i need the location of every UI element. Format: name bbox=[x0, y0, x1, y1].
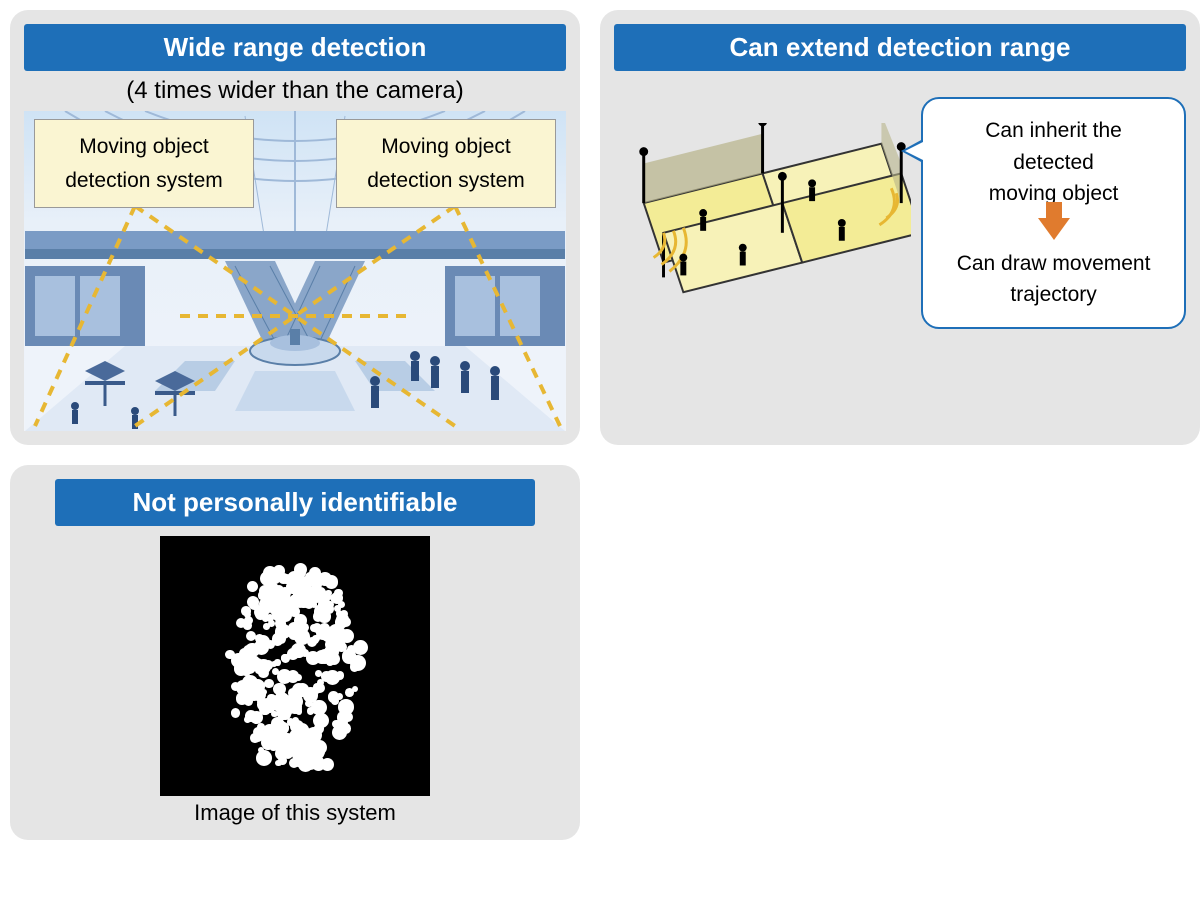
callout-line3: Can draw movement bbox=[943, 248, 1164, 280]
panel1-title: Wide range detection bbox=[24, 24, 566, 71]
label-left-line2: detection system bbox=[49, 164, 239, 198]
panel-wide-range: Wide range detection (4 times wider than… bbox=[10, 10, 580, 445]
label-box-right: Moving object detection system bbox=[336, 119, 556, 208]
label-left-line1: Moving object bbox=[49, 130, 239, 164]
mall-scene: Moving object detection system Moving ob… bbox=[24, 111, 566, 431]
panel3-caption: Image of this system bbox=[24, 800, 566, 826]
panel-not-identifiable: Not personally identifiable Image of thi… bbox=[10, 465, 580, 840]
sensor-grid-scene bbox=[614, 123, 911, 303]
panel1-subtitle: (4 times wider than the camera) bbox=[24, 77, 566, 105]
callout-bubble: Can inherit the detected moving object C… bbox=[921, 97, 1186, 329]
label-right-line2: detection system bbox=[351, 164, 541, 198]
panel3-title: Not personally identifiable bbox=[55, 479, 535, 526]
callout-line4: trajectory bbox=[943, 279, 1164, 311]
panel2-title: Can extend detection range bbox=[614, 24, 1186, 71]
arrow-down-icon bbox=[1038, 218, 1070, 240]
panel-extend-range: Can extend detection range bbox=[600, 10, 1200, 445]
callout-line1: Can inherit the detected bbox=[943, 115, 1164, 178]
label-right-line1: Moving object bbox=[351, 130, 541, 164]
point-cloud-image bbox=[160, 536, 430, 796]
label-box-left: Moving object detection system bbox=[34, 119, 254, 208]
